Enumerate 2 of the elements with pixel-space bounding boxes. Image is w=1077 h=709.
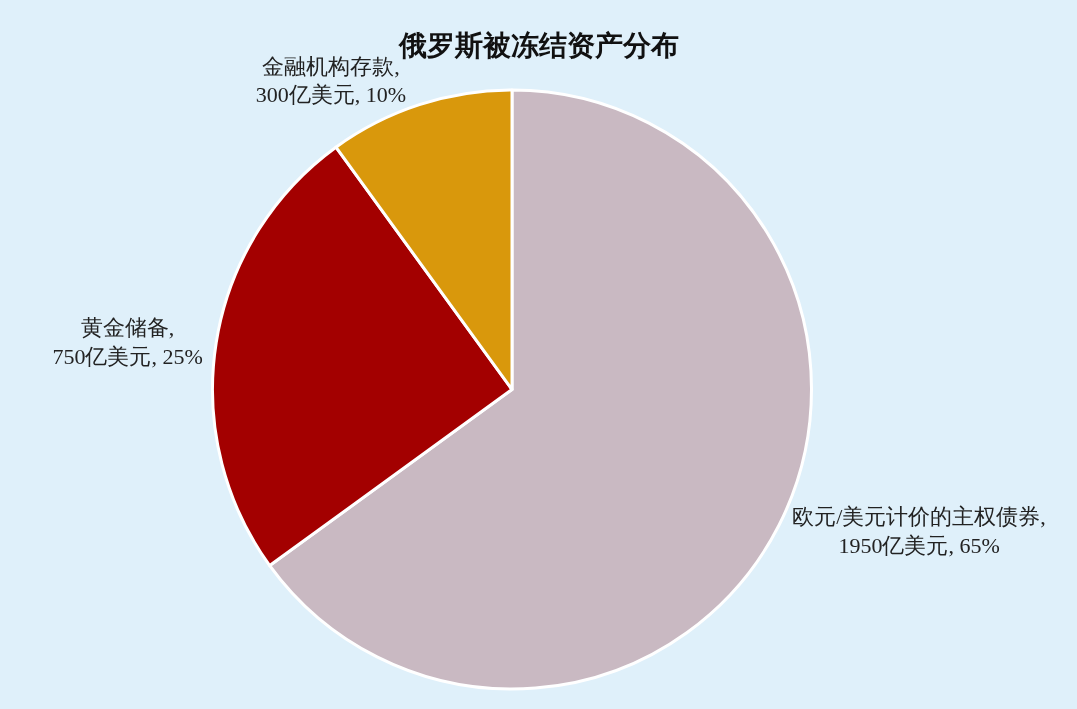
slice-label: 欧元/美元计价的主权债券, 1950亿美元, 65%: [792, 504, 1046, 558]
slice-label: 黄金储备, 750亿美元, 25%: [52, 315, 203, 369]
